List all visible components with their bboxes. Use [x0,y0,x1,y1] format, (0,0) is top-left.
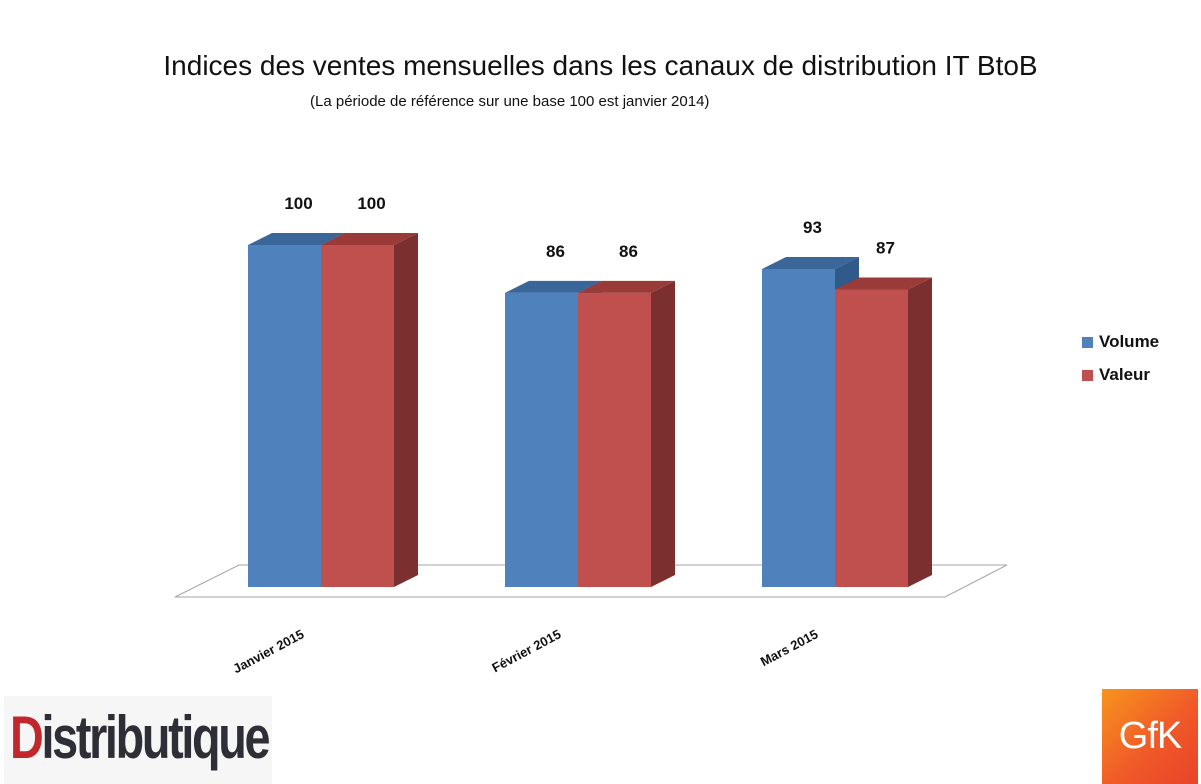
distributique-logo: Distributique [4,696,272,784]
legend-swatch-volume [1082,336,1093,348]
chart-subtitle: (La période de référence sur une base 10… [310,93,710,110]
data-label-volume-2: 86 [546,242,565,261]
data-label-volume-1: 100 [284,194,312,213]
gfk-logo: GfK [1102,689,1198,784]
bar-valeur-1 [321,233,418,587]
legend-label-valeur: Valeur [1099,365,1151,384]
x-tick-label-2: Février 2015 [489,626,563,675]
distributique-logo-initial: D [10,704,44,771]
chart-title: Indices des ventes mensuelles dans les c… [163,50,1038,81]
data-label-valeur-2: 86 [619,242,638,261]
data-label-volume-3: 93 [803,218,822,237]
x-tick-label-1: Janvier 2015 [230,626,306,676]
legend-swatch-valeur [1082,369,1093,381]
chart-legend: Volume Valeur [1082,332,1159,398]
legend-item-volume: Volume [1082,332,1159,352]
legend-label-volume: Volume [1099,332,1160,351]
x-tick-label-3: Mars 2015 [758,626,821,669]
bar-valeur-2 [578,280,675,587]
bar-valeur-3 [835,277,932,587]
legend-item-valeur: Valeur [1082,365,1159,385]
distributique-logo-text: istributique [41,704,270,771]
data-label-valeur-3: 87 [876,238,895,257]
data-label-valeur-1: 100 [357,194,385,213]
